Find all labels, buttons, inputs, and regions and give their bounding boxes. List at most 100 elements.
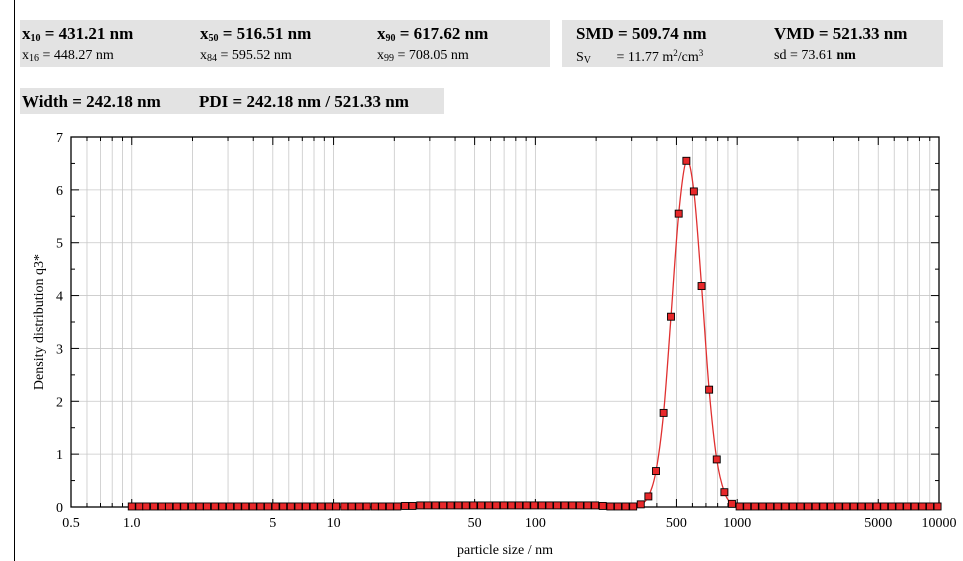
data-point [469, 501, 478, 510]
data-point [560, 501, 569, 510]
data-point [218, 502, 227, 511]
x-tick-label: 10 [327, 516, 341, 531]
data-point [827, 502, 835, 511]
data-point [910, 502, 919, 511]
data-point [210, 502, 219, 511]
data-point [294, 502, 303, 511]
data-point [735, 502, 744, 511]
x-tick-label: 1000 [723, 516, 751, 531]
x84-stat: x84 = 595.52 nm [200, 48, 292, 64]
data-point [933, 502, 942, 511]
sd-stat: sd = 73.61 nm [774, 48, 856, 63]
data-point [439, 501, 448, 510]
data-markers [127, 156, 942, 511]
data-point [636, 500, 645, 509]
left-border-line [14, 0, 15, 561]
x10-stat: x10 = 431.21 nm [22, 24, 134, 44]
data-point [271, 502, 280, 511]
data-point [477, 501, 485, 510]
data-point [674, 209, 683, 218]
sv-stat: SV = 11.77 m2/cm3 [576, 48, 704, 66]
data-point [697, 282, 706, 291]
y-axis-label: Density distribution q3* [32, 254, 47, 390]
data-point [857, 502, 866, 511]
data-point [743, 502, 752, 511]
x-tick-label: 50 [468, 516, 482, 531]
data-point [545, 501, 554, 510]
data-point [553, 501, 562, 510]
data-point [362, 502, 371, 511]
data-point [416, 501, 425, 510]
data-point [811, 502, 820, 511]
data-point [530, 501, 539, 510]
data-point [431, 501, 440, 510]
x-tick-label: 500 [666, 516, 687, 531]
x99-stat: x99 = 708.05 nm [377, 48, 469, 64]
data-point [621, 502, 630, 511]
data-point [659, 408, 668, 417]
data-point [248, 502, 257, 511]
data-point [157, 502, 166, 511]
data-point [682, 156, 691, 165]
data-point [347, 502, 356, 511]
data-point [332, 502, 341, 511]
data-point [537, 501, 546, 510]
data-point [644, 492, 653, 501]
data-point [872, 502, 881, 511]
data-point [279, 502, 288, 511]
y-tick-label: 2 [56, 395, 63, 410]
data-point [689, 187, 698, 196]
data-point [887, 502, 896, 511]
data-point [408, 501, 417, 510]
x90-stat: x90 = 617.62 nm [377, 24, 489, 44]
y-tick-label: 0 [56, 501, 63, 516]
data-point [233, 502, 242, 511]
data-point [728, 499, 736, 508]
x-tick-labels: 0.5 1.0 5 10 50 100 500 1000 5000 10000 [62, 516, 956, 531]
y-tick-label: 6 [56, 184, 63, 199]
data-point [667, 312, 675, 321]
data-point [712, 455, 721, 464]
data-point [895, 502, 904, 511]
data-point [507, 501, 516, 510]
data-point [317, 502, 326, 511]
data-point [583, 501, 592, 510]
data-point [758, 502, 767, 511]
data-point [165, 502, 173, 511]
data-point [484, 501, 493, 510]
data-point [652, 467, 660, 476]
data-point [903, 502, 912, 511]
data-point [446, 501, 455, 510]
data-point [705, 385, 714, 394]
data-point [568, 501, 577, 510]
data-point [819, 502, 828, 511]
data-point [302, 502, 310, 511]
data-point [613, 502, 622, 511]
data-point [834, 502, 843, 511]
data-point [264, 502, 272, 511]
data-point [203, 502, 211, 511]
data-point [522, 501, 531, 510]
width-pdi-band [20, 88, 444, 114]
vmd-stat: VMD = 521.33 nm [774, 24, 908, 43]
x-tick-label: 100 [525, 516, 546, 531]
y-tick-labels: 0 1 2 3 4 5 6 7 [56, 131, 63, 516]
data-point [515, 501, 523, 510]
data-point [849, 502, 858, 511]
x50-stat: x50 = 516.51 nm [200, 24, 312, 44]
data-point [788, 502, 797, 511]
data-point [401, 501, 409, 510]
data-point [172, 502, 181, 511]
data-point [766, 502, 775, 511]
data-point [393, 502, 402, 511]
data-point [241, 502, 250, 511]
x-tick-label: 0.5 [62, 516, 80, 531]
data-point [188, 502, 197, 511]
data-point [454, 501, 463, 510]
data-point [461, 501, 470, 510]
x-tick-label: 1.0 [123, 516, 141, 531]
data-point [286, 502, 295, 511]
data-point [629, 502, 638, 511]
data-point [918, 502, 927, 511]
